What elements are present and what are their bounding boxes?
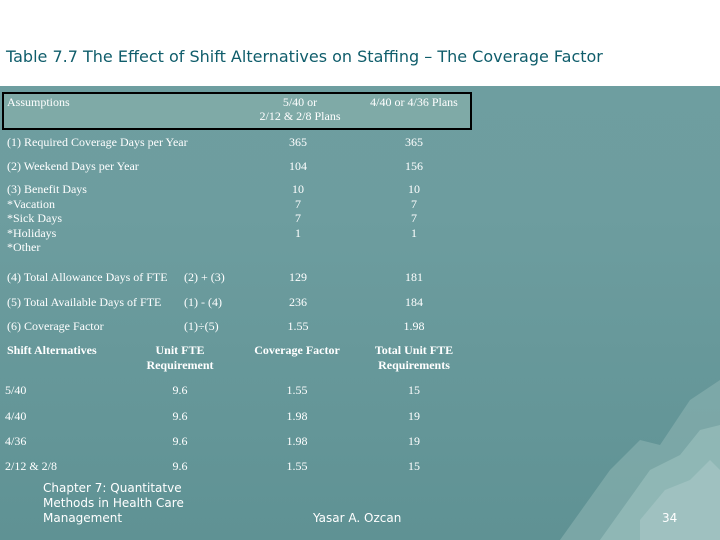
row-label: (4) Total Allowance Days of FTE [7,270,168,284]
shift-factor: 1.55 [286,459,308,473]
row-label: (2) Weekend Days per Year [7,159,139,173]
plan-a-header-line1: 5/40 or [282,95,318,109]
shift-alternatives-header: Shift Alternatives [7,343,97,357]
row-plan-b: 181 [405,270,423,284]
shift-name: 2/12 & 2/8 [5,459,58,473]
row-plan-a: 129 [289,270,307,284]
plan-b-header: 4/40 or 4/36 Plans [370,95,458,109]
row-plan-b: 184 [405,295,423,309]
holidays-plan-a: 7 [295,211,301,225]
page-number: 34 [662,511,678,525]
sick-days-label: *Sick Days [7,211,62,225]
shift-factor: 1.55 [286,383,308,397]
row-plan-b: 156 [405,159,423,173]
benefit-days-label: (3) Benefit Days [7,182,87,196]
footer-chapter-line1: Chapter 7: Quantitatve [43,481,182,495]
other-plan-b: 1 [411,225,417,240]
row-formula: (1) - (4) [184,295,222,309]
shift-fte: 9.6 [172,409,188,423]
assumptions-header: Assumptions [7,95,70,109]
shift-total: 15 [408,383,420,397]
unit-fte-header-line1: Unit FTE [155,343,205,357]
sick-plan-a: 7 [295,196,301,211]
shift-name: 4/36 [5,434,27,448]
holidays-label: *Holidays [7,225,57,240]
coverage-factor-header: Coverage Factor [254,343,340,357]
vacation-plan-a: 10 [292,182,304,196]
row-label: (6) Coverage Factor [7,319,104,333]
vacation-label: *Vacation [7,196,55,211]
slide-title: Table 7.7 The Effect of Shift Alternativ… [6,47,603,66]
shift-name: 5/40 [5,383,27,397]
shift-name: 4/40 [5,409,27,423]
assumptions-header-box [2,92,472,130]
total-fte-header-line2: Requirements [378,357,450,372]
row-formula: (2) + (3) [184,270,225,284]
row-plan-a: 365 [289,135,307,149]
shift-fte: 9.6 [172,383,188,397]
shift-total: 19 [408,409,420,423]
shift-factor: 1.98 [286,409,308,423]
row-plan-a: 104 [289,159,307,173]
holidays-plan-b: 7 [411,211,417,225]
row-plan-a: 1.55 [287,319,309,333]
unit-fte-header-line2: Requirement [146,357,214,372]
vacation-plan-b: 10 [408,182,420,196]
footer-author: Yasar A. Ozcan [313,511,402,525]
footer-chapter-line2: Methods in Health Care [43,496,184,510]
shift-factor: 1.98 [286,434,308,448]
row-plan-b: 1.98 [403,319,425,333]
row-plan-a: 236 [289,295,307,309]
other-label: *Other [7,240,41,254]
row-label: (5) Total Available Days of FTE [7,295,162,309]
other-plan-a: 1 [295,225,301,240]
shift-fte: 9.6 [172,434,188,448]
plan-a-header-line2: 2/12 & 2/8 Plans [259,109,341,123]
title-bar [0,0,720,86]
shift-total: 15 [408,459,420,473]
row-label: (1) Required Coverage Days per Year [7,135,188,149]
shift-fte: 9.6 [172,459,188,473]
footer-chapter-line3: Management [43,511,123,525]
row-plan-b: 365 [405,135,423,149]
row-formula: (1)÷(5) [184,319,219,333]
shift-total: 19 [408,434,420,448]
sick-plan-b: 7 [411,196,417,211]
total-fte-header-line1: Total Unit FTE [374,343,454,357]
